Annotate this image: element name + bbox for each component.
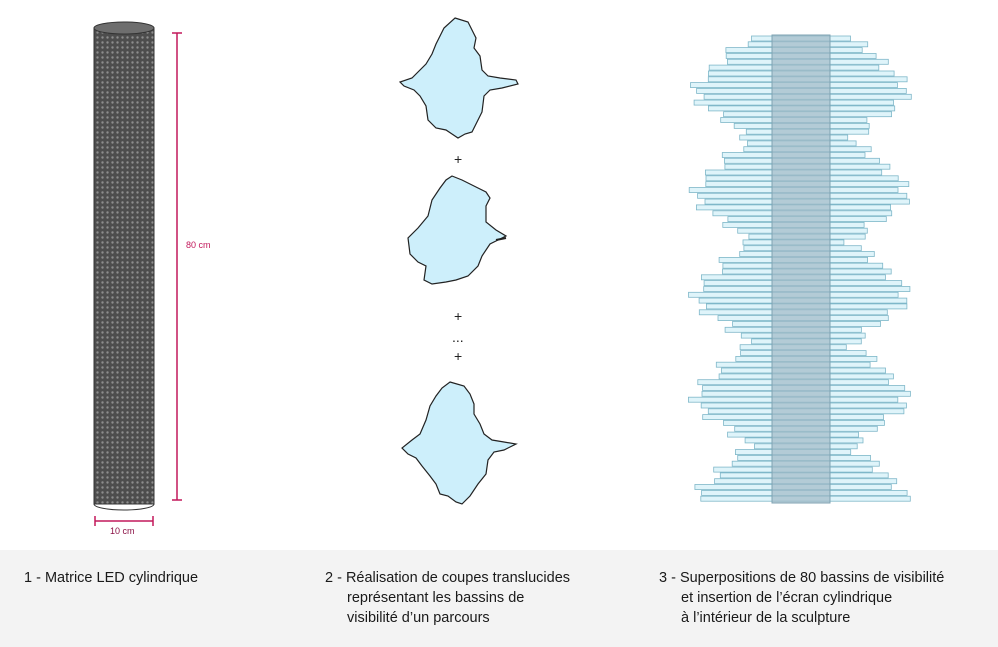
caption-bar: 1 - Matrice LED cylindrique 2 - Réalisat… — [0, 550, 998, 647]
caption-panel-3: 3 - Superpositions de 80 bassins de visi… — [659, 568, 944, 628]
basin-cut-3 — [401, 381, 518, 505]
inner-cylindrical-screen — [771, 34, 831, 504]
caption-2-line-2: représentant les bassins de — [347, 590, 525, 606]
led-cylinder — [93, 21, 155, 511]
width-dimension: 10 cm — [94, 516, 154, 536]
separator-plus-1: + — [454, 151, 462, 167]
separator-plus-3: + — [454, 348, 462, 364]
basin-cut-1 — [398, 17, 519, 139]
height-dimension: 80 cm — [172, 32, 211, 501]
separator-ellipsis: ... — [452, 329, 464, 345]
caption-panel-2: 2 - Réalisation de coupes translucides r… — [325, 568, 570, 628]
diagram-stage: 80 cm 10 cm + + ... + — [93, 17, 912, 536]
caption-3-line-2: et insertion de l’écran cylindrique — [681, 590, 893, 606]
caption-3-line-1: 3 - Superpositions de 80 bassins de visi… — [659, 570, 945, 586]
caption-1-line-1: 1 - Matrice LED cylindrique — [24, 570, 199, 586]
caption-2-line-1: 2 - Réalisation de coupes translucides — [325, 570, 571, 586]
caption-3-line-3: à l’intérieur de la sculpture — [681, 610, 851, 626]
height-label: 80 cm — [186, 240, 211, 250]
width-label: 10 cm — [110, 526, 135, 536]
separator-plus-2: + — [454, 308, 462, 324]
caption-2-line-3: visibilité d’un parcours — [347, 610, 490, 626]
caption-panel-1: 1 - Matrice LED cylindrique — [24, 568, 198, 588]
basin-cut-2 — [407, 175, 508, 285]
